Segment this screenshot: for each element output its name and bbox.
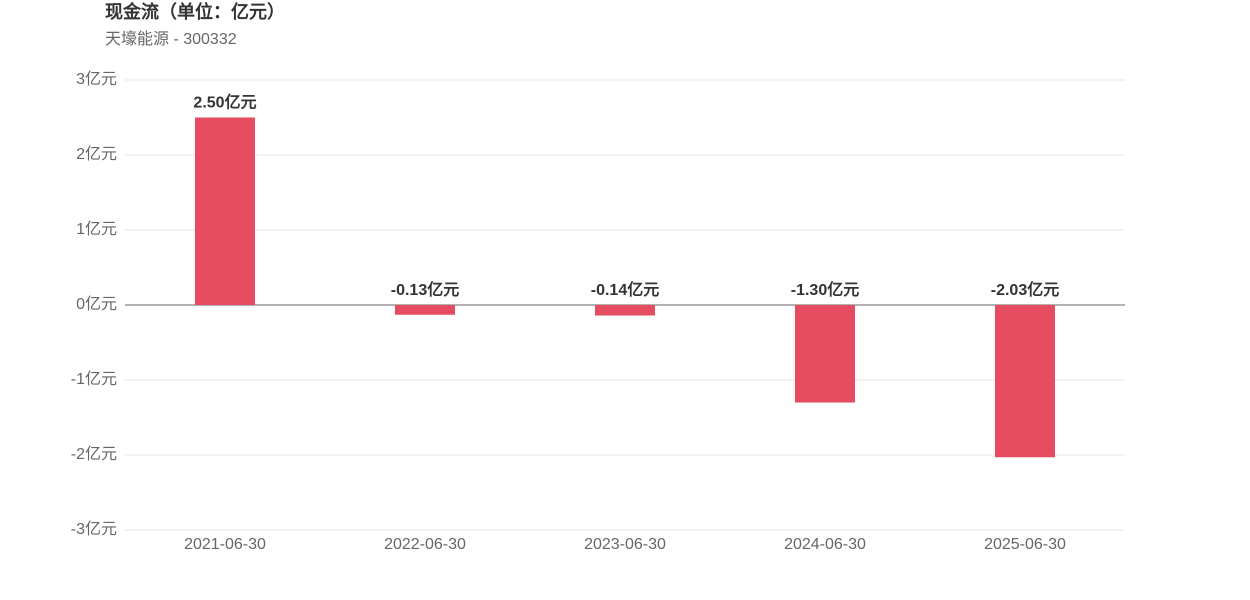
y-tick-label: -3亿元	[71, 520, 117, 538]
value-label: -0.14亿元	[591, 280, 659, 299]
y-tick-label: -2亿元	[71, 445, 117, 463]
y-tick-label: 2亿元	[76, 145, 117, 163]
y-tick-label: 1亿元	[76, 220, 117, 238]
bar	[595, 305, 655, 316]
bar	[195, 117, 255, 305]
chart-subtitle: 天壕能源 - 300332	[105, 29, 237, 48]
bar	[995, 305, 1055, 458]
value-label: -0.13亿元	[391, 280, 459, 299]
x-tick-label: 2025-06-30	[984, 536, 1066, 553]
x-tick-label: 2023-06-30	[584, 536, 666, 553]
chart-title: 现金流（单位：亿元）	[105, 1, 285, 22]
bar	[795, 305, 855, 403]
x-tick-label: 2022-06-30	[384, 536, 466, 553]
value-label: 2.50亿元	[193, 93, 256, 112]
y-tick-label: 0亿元	[76, 295, 117, 313]
x-tick-label: 2021-06-30	[184, 536, 266, 553]
bar	[395, 305, 455, 315]
x-tick-label: 2024-06-30	[784, 536, 866, 553]
value-label: -1.30亿元	[791, 280, 859, 299]
y-tick-label: 3亿元	[76, 70, 117, 88]
value-label: -2.03亿元	[991, 280, 1059, 299]
y-tick-label: -1亿元	[71, 370, 117, 388]
